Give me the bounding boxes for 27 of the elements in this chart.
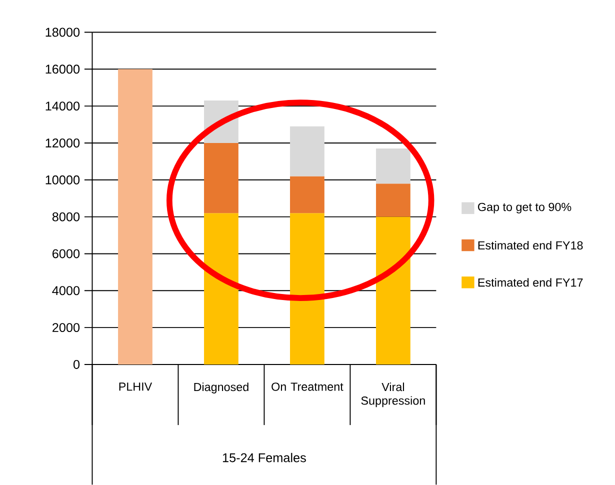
y-tick-label: 12000	[46, 138, 80, 148]
x-tick-label: PLHIV	[119, 382, 152, 391]
y-tick-label: 8000	[52, 212, 80, 222]
y-tick-label: 4000	[52, 286, 80, 296]
y-tick-label: 14000	[46, 102, 80, 111]
y-tick-label: 16000	[46, 64, 80, 74]
bar	[204, 213, 238, 365]
legend-label: Gap to get to 90%	[478, 203, 572, 214]
bar	[376, 216, 410, 365]
y-tick-label: 18000	[46, 28, 80, 37]
bar	[376, 184, 410, 217]
y-tick-label: 6000	[52, 249, 80, 258]
x-tick-label: Diagnosed	[194, 382, 248, 394]
y-tick-label: 2000	[52, 323, 80, 332]
x-tick-label: Viral Suppression	[361, 382, 425, 408]
bar	[376, 148, 410, 184]
y-tick-label: 0	[73, 360, 80, 370]
legend-label: Estimated end FY17	[478, 278, 583, 287]
x-tick-label: On Treatment	[272, 382, 344, 391]
bar	[204, 143, 238, 214]
bar	[118, 69, 152, 365]
x-axis-title: 15-24 Females	[222, 453, 306, 462]
bar	[290, 213, 324, 365]
bar	[290, 126, 324, 176]
y-tick-label: 10000	[46, 176, 80, 185]
bar	[290, 176, 324, 214]
legend-label: Estimated end FY18	[478, 241, 583, 250]
